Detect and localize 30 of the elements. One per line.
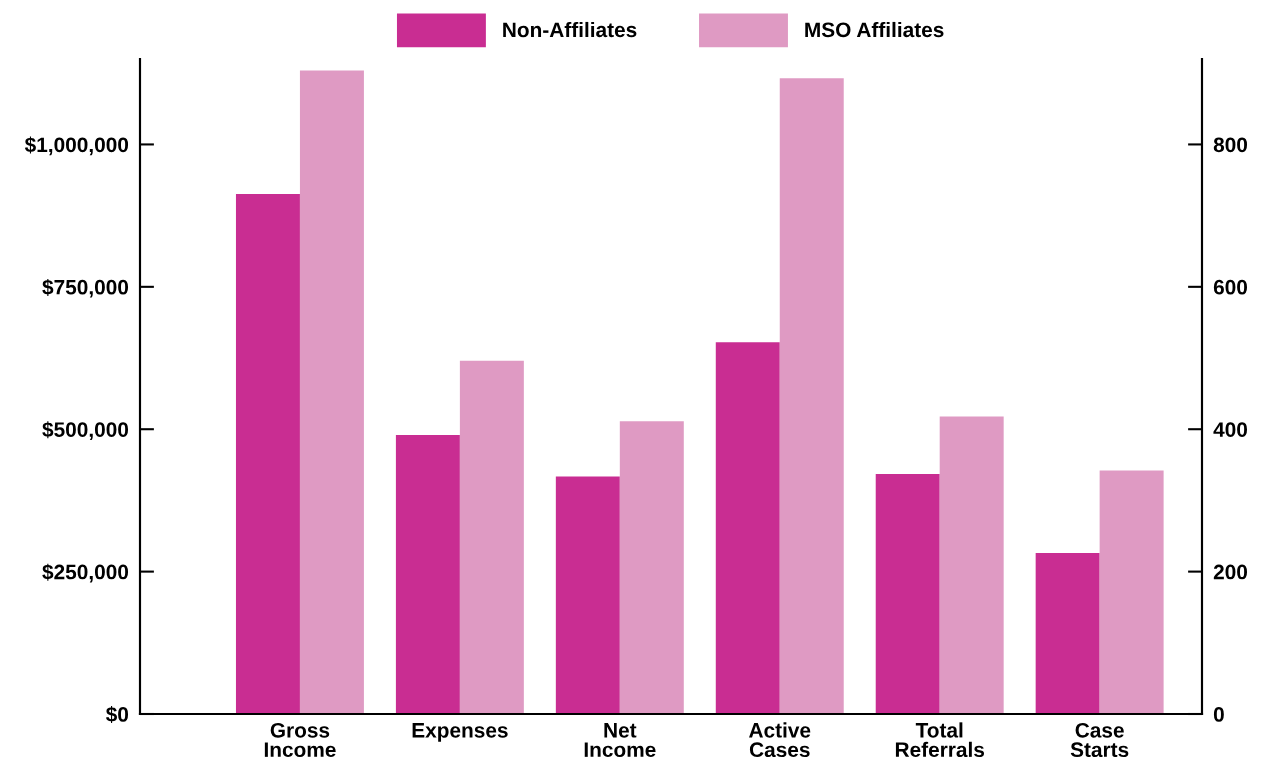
x-tick-label: Expenses (412, 723, 508, 742)
bar (1035, 553, 1100, 714)
bar (939, 416, 1004, 714)
y2-tick-label: 0 (1213, 707, 1224, 722)
y2-tick-label: 800 (1213, 137, 1248, 153)
y-tick-label: $0 (105, 706, 129, 724)
y-tick-label: $1,000,000 (24, 136, 129, 156)
y-tick-label: $750,000 (42, 278, 129, 298)
bar (235, 193, 300, 714)
y-tick-label: $500,000 (42, 421, 129, 440)
x-tick-label: Active Cases (749, 722, 811, 758)
y2-tick-label: 400 (1213, 422, 1248, 437)
legend-label: MSO Affiliates (805, 21, 944, 38)
y2-tick-label: 600 (1213, 279, 1248, 295)
bar (1099, 470, 1164, 714)
x-tick-label: Net Income (584, 723, 656, 758)
y-tick-label: $250,000 (42, 563, 129, 583)
bar (875, 474, 940, 714)
bar (619, 421, 684, 714)
bar (299, 70, 364, 714)
bar (715, 342, 780, 714)
legend-label: Non-Affiliates (503, 21, 637, 38)
x-tick-label: Gross Income (264, 722, 336, 758)
bar (395, 434, 460, 714)
y2-tick-label: 200 (1213, 564, 1248, 580)
x-tick-label: Total Referrals (895, 722, 985, 758)
bar (779, 78, 844, 714)
bar (459, 360, 524, 714)
bar (555, 476, 620, 714)
x-tick-label: Case Starts (1070, 722, 1129, 758)
